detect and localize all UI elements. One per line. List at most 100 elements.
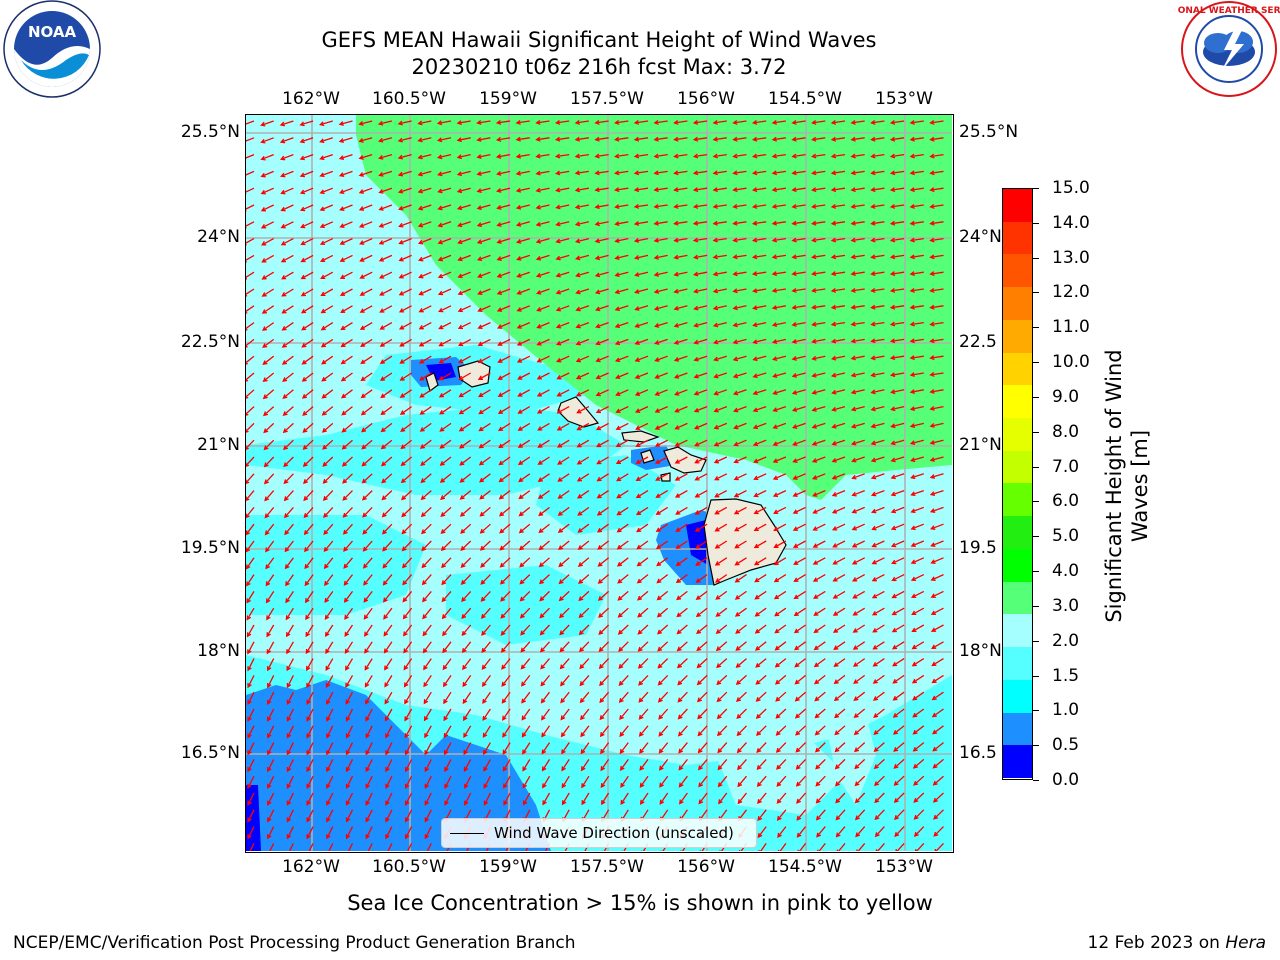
wind-wave-arrow: [537, 490, 550, 499]
colorbar-label-line1: Significant Height of Wind: [1102, 349, 1126, 623]
wind-wave-arrow: [597, 523, 609, 533]
wind-wave-arrow: [850, 203, 865, 209]
colorbar-tick-mark: [1033, 396, 1039, 398]
wind-wave-arrow: [498, 456, 511, 466]
wind-wave-arrow: [479, 473, 491, 483]
wind-wave-arrow: [614, 119, 629, 125]
wind-wave-arrow: [696, 658, 708, 669]
wind-wave-arrow: [440, 490, 452, 501]
wind-wave-arrow: [634, 305, 649, 311]
colorbar-segment: [1003, 679, 1032, 713]
wind-wave-arrow: [873, 742, 885, 752]
wind-wave-arrow: [658, 708, 669, 720]
wind-wave-arrow: [677, 725, 688, 737]
wind-wave-arrow: [753, 557, 767, 566]
wind-wave-arrow: [889, 170, 905, 176]
wind-wave-arrow: [656, 607, 669, 618]
colorbar-tick-mark: [1033, 710, 1039, 712]
wind-wave-arrow: [614, 153, 629, 159]
wind-wave-arrow: [266, 624, 275, 638]
wind-wave-arrow: [793, 590, 806, 600]
wind-wave-arrow: [692, 170, 708, 176]
wind-wave-arrow: [712, 170, 727, 176]
wind-wave-arrow: [792, 439, 806, 446]
wind-wave-arrow: [246, 137, 255, 142]
wind-wave-arrow: [870, 422, 885, 429]
wind-wave-arrow: [559, 624, 570, 636]
wind-wave-arrow: [696, 691, 708, 703]
wind-wave-arrow: [441, 607, 452, 620]
wind-wave-arrow: [656, 574, 669, 584]
wind-wave-arrow: [811, 405, 826, 412]
wind-wave-arrow: [476, 237, 491, 245]
wind-wave-arrow: [500, 624, 511, 636]
wind-wave-arrow: [634, 355, 649, 362]
wind-wave-arrow: [733, 422, 747, 430]
wind-wave-arrow: [636, 574, 649, 584]
wind-wave-arrow: [360, 406, 373, 416]
wind-wave-arrow: [554, 119, 570, 125]
wind-wave-arrow: [520, 658, 531, 670]
wind-wave-arrow: [535, 119, 550, 125]
wind-wave-arrow: [791, 119, 806, 125]
wind-wave-arrow: [263, 422, 275, 434]
wind-wave-arrow: [381, 473, 393, 484]
wind-wave-arrow: [444, 742, 452, 756]
wind-wave-arrow: [870, 489, 885, 497]
wind-wave-arrow: [815, 809, 826, 821]
wind-wave-arrow: [300, 254, 314, 263]
wind-wave-arrow: [577, 523, 590, 533]
field-lee-big-island-core: [686, 520, 708, 565]
wind-wave-arrow: [891, 624, 905, 633]
wind-wave-arrow: [894, 826, 905, 838]
wind-wave-arrow: [913, 826, 925, 837]
wind-wave-arrow: [247, 809, 255, 823]
wind-wave-arrow: [267, 742, 275, 756]
wind-wave-arrow: [536, 321, 550, 329]
wind-wave-arrow: [560, 691, 570, 704]
wind-wave-arrow: [812, 490, 826, 497]
wind-wave-arrow: [776, 758, 787, 770]
wind-wave-arrow: [653, 136, 668, 142]
wind-wave-arrow: [870, 271, 885, 277]
wind-wave-arrow: [813, 641, 826, 651]
wind-wave-arrow: [932, 792, 944, 803]
field-1.5-2m-pocket: [246, 405, 626, 495]
wind-wave-arrow: [595, 321, 609, 329]
wind-wave-arrow: [637, 607, 649, 618]
wind-wave-arrow: [909, 422, 924, 429]
wind-wave-arrow: [736, 742, 747, 754]
wind-wave-arrow: [854, 809, 866, 821]
wind-wave-arrow: [870, 203, 885, 209]
wind-wave-arrow: [693, 288, 708, 294]
wind-wave-arrow: [361, 456, 373, 467]
wind-wave-arrow: [595, 338, 609, 346]
wind-wave-arrow: [424, 775, 432, 790]
wind-wave-arrow: [771, 170, 786, 176]
wind-wave-arrow: [814, 742, 826, 753]
wind-wave-arrow: [677, 674, 688, 686]
wind-wave-arrow: [597, 557, 610, 567]
wind-wave-arrow: [712, 136, 727, 142]
wind-wave-arrow: [303, 506, 314, 519]
wind-wave-arrow: [673, 288, 688, 294]
wind-wave-arrow: [378, 187, 393, 194]
wind-wave-arrow: [574, 237, 590, 244]
wind-wave-arrow: [733, 490, 747, 498]
wind-wave-arrow: [792, 473, 806, 480]
wind-wave-arrow: [339, 187, 353, 194]
lon-label-top: 162°W: [282, 89, 340, 109]
wind-wave-arrow: [594, 187, 609, 193]
wind-wave-arrow: [693, 338, 708, 345]
wind-wave-arrow: [850, 422, 865, 429]
wind-wave-arrow: [850, 271, 865, 277]
wind-wave-arrow: [522, 742, 531, 755]
wind-wave-arrow: [365, 775, 373, 790]
wind-wave-arrow: [417, 137, 432, 143]
wind-wave-arrow: [359, 271, 373, 279]
wind-wave-arrow: [831, 439, 846, 446]
wind-wave-arrow: [442, 658, 452, 671]
wind-wave-arrow: [385, 809, 393, 823]
wind-wave-arrow: [635, 422, 649, 430]
wind-wave-arrow: [673, 321, 688, 328]
